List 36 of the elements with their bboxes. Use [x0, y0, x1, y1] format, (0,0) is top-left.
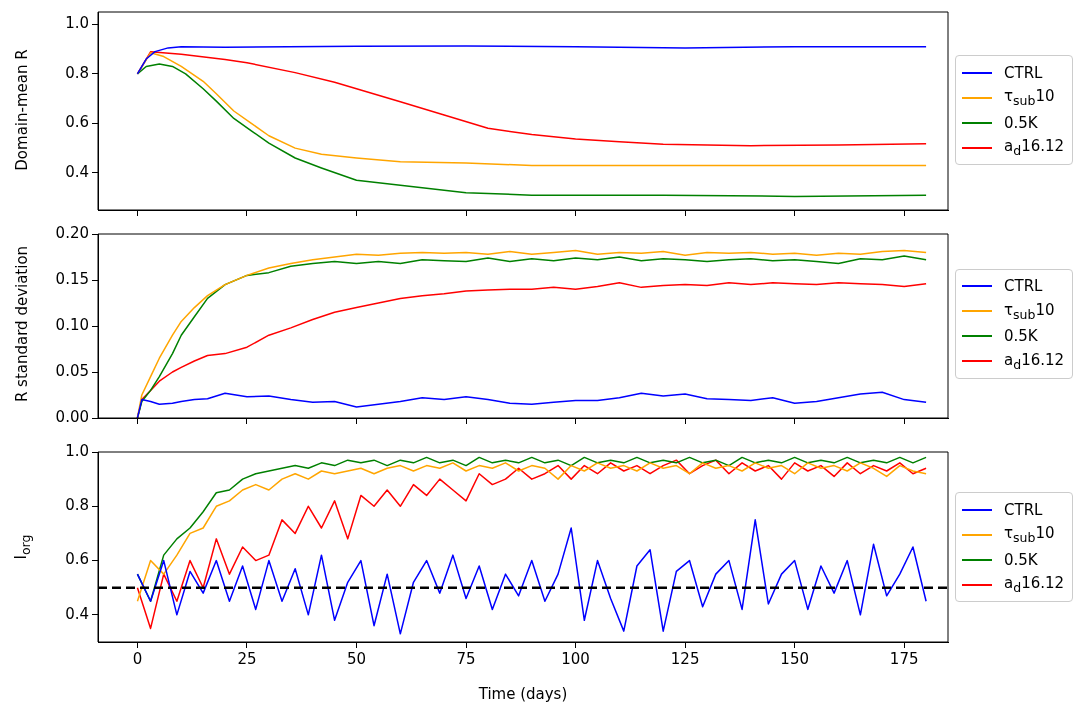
y-tick-label: 0.05 [55, 361, 89, 380]
y-tick-label: 0.6 [65, 113, 89, 132]
legend-label: a$_{d}$16.12 [1004, 350, 1065, 372]
x-tick-label: 175 [889, 649, 919, 668]
legend-label: CTRL [1004, 63, 1043, 82]
y-axis-title: Domain-mean R [13, 49, 31, 171]
y-tick-label: 0.4 [65, 162, 89, 181]
x-tick-label: 125 [670, 649, 700, 668]
legend-label: 0.5K [1004, 550, 1038, 569]
y-tick-label: 0.8 [65, 496, 89, 515]
legend-label: CTRL [1004, 277, 1043, 295]
x-axis-title: Time (days) [477, 684, 568, 703]
y-tick-label: 0.00 [55, 407, 89, 426]
y-tick-label: 0.10 [55, 315, 89, 334]
legend-label: a$_{d}$16.12 [1004, 137, 1065, 158]
legend-label: 0.5K [1004, 113, 1038, 132]
y-tick-label: 1.0 [65, 14, 89, 33]
x-tick-label: 100 [561, 649, 590, 668]
legend-label: a$_{d}$16.12 [1004, 574, 1065, 595]
legend-label: CTRL [1004, 500, 1043, 519]
y-tick-label: 1.0 [65, 441, 89, 460]
y-tick-label: 0.20 [55, 223, 89, 242]
x-tick-label: 150 [780, 649, 809, 668]
y-tick-label: 0.8 [65, 63, 89, 82]
legend-label: τ$_{sub}$10 [1004, 524, 1055, 545]
legend-label: τ$_{sub}$10 [1004, 300, 1055, 322]
legend-label: τ$_{sub}$10 [1004, 87, 1055, 108]
y-axis-title: R standard deviation [13, 245, 31, 402]
y-tick-label: 0.15 [55, 269, 89, 288]
x-tick-label: 75 [456, 649, 476, 668]
y-tick-label: 0.6 [65, 550, 89, 569]
x-tick-label: 25 [237, 649, 257, 668]
x-tick-label: 0 [132, 649, 143, 668]
x-tick-label: 50 [346, 649, 367, 668]
y-tick-label: 0.4 [65, 604, 89, 623]
legend-label: 0.5K [1004, 327, 1038, 345]
